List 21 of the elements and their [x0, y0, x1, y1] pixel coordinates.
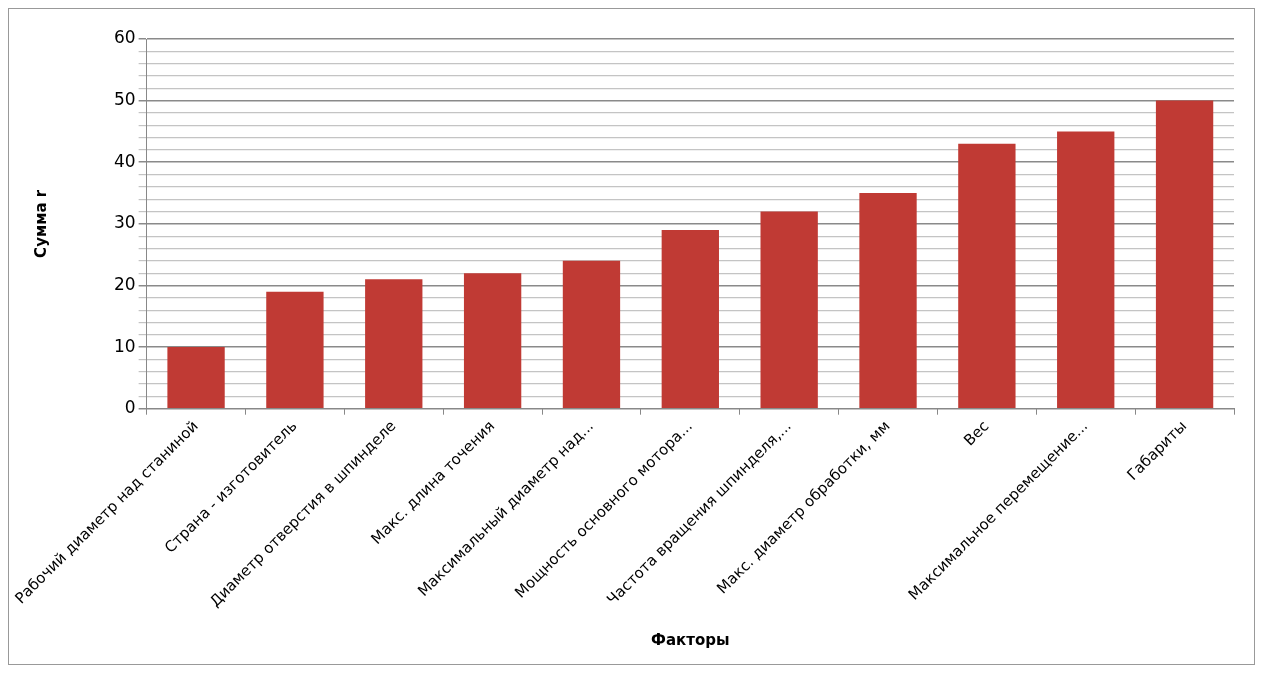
bar	[463, 273, 522, 408]
y-axis-title: Сумма r	[31, 189, 50, 258]
bar	[266, 291, 324, 408]
y-tick-label: 40	[113, 150, 136, 171]
bar	[365, 279, 423, 408]
y-tick-label: 20	[113, 273, 136, 294]
x-axis-title: Факторы	[651, 630, 730, 649]
bar	[1155, 100, 1214, 408]
y-tick-label: 60	[113, 27, 136, 48]
y-tick-label: 10	[113, 335, 136, 356]
y-tick-label: 50	[113, 89, 136, 110]
bar	[1057, 131, 1115, 408]
bar	[562, 260, 621, 408]
bar	[859, 193, 917, 408]
bar	[760, 211, 818, 408]
bar	[661, 230, 719, 408]
bar	[958, 143, 1016, 408]
x-tick-label: Вес	[960, 416, 993, 450]
bar	[167, 347, 225, 408]
y-tick-label: 30	[113, 212, 136, 233]
y-tick-label: 0	[124, 397, 136, 418]
